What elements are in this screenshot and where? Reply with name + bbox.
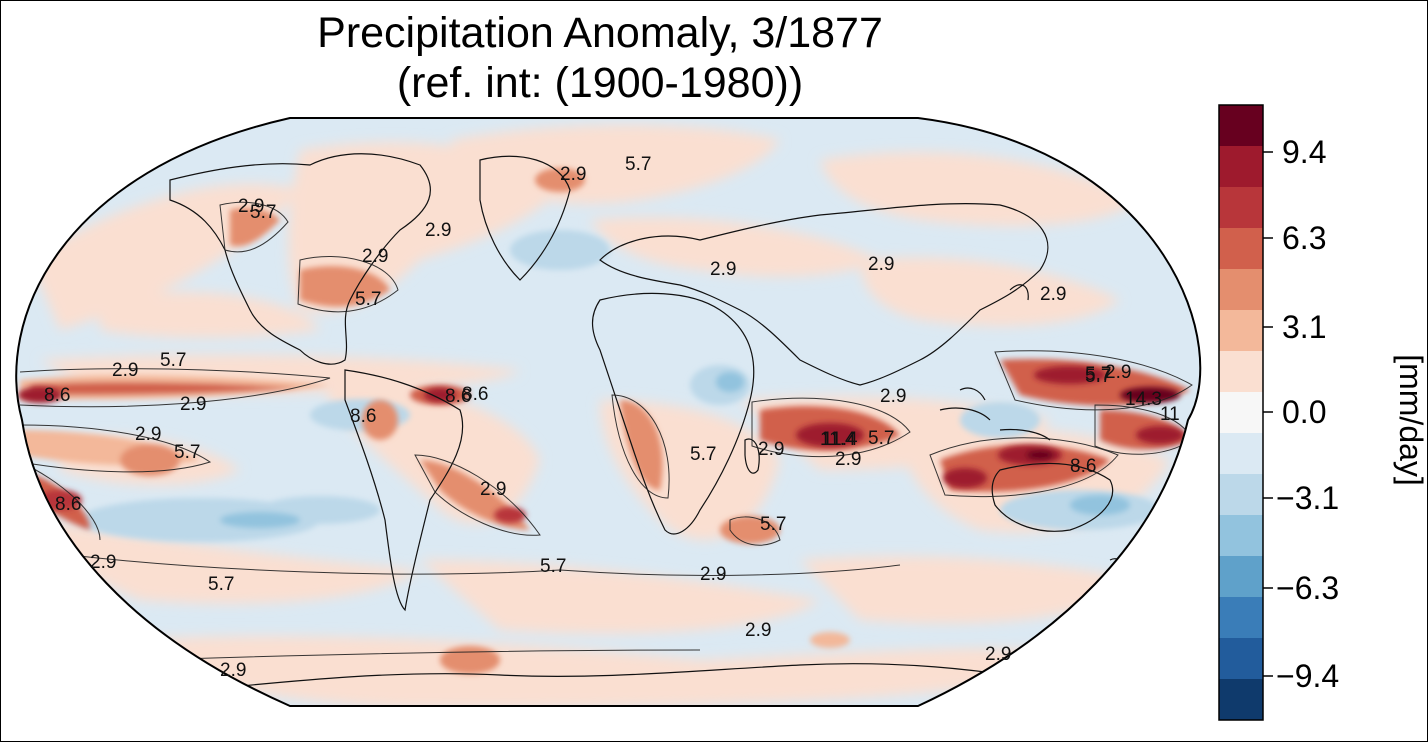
colorbar-band: [1219, 433, 1263, 475]
colorbar-band: [1219, 474, 1263, 516]
contour-label: 2.9: [758, 439, 784, 460]
colorbar-tick-label: −3.1: [1276, 480, 1339, 516]
contour-label: 5.7: [1085, 366, 1111, 387]
contour-label: 2.9: [238, 196, 264, 217]
colorbar-band: [1219, 679, 1263, 721]
colorbar-tick-label: 3.1: [1282, 309, 1326, 345]
contour-label: 5.7: [760, 514, 786, 535]
contour-label: 5.7: [868, 428, 894, 449]
coastlines: [169, 153, 1125, 691]
colorbar-tick-label: 9.4: [1282, 134, 1326, 170]
colorbar-band: [1219, 146, 1263, 188]
colorbar-band: [1219, 105, 1263, 147]
positive-light-regions: [30, 125, 1170, 706]
contour-label: 2.9: [1105, 362, 1131, 383]
colorbar-band: [1219, 638, 1263, 680]
contour-label: 14.3: [1125, 389, 1162, 410]
colorbar-band: [1219, 597, 1263, 639]
contour-label: 8.6: [44, 385, 70, 406]
contour-labels: 2.95.72.95.72.92.9 5.72.98.62.95.78.68.68…: [44, 154, 1180, 681]
contour-label: 2.9: [362, 246, 388, 267]
contour-label: 8.6: [1070, 456, 1096, 477]
contour-label: 5.7: [160, 350, 186, 371]
contour-label: 11.4: [822, 429, 858, 450]
contour-lines: [19, 201, 1193, 661]
contour-label: 2.9: [868, 254, 894, 275]
contour-label: 2.9: [425, 220, 451, 241]
colorbar-tick-label: 6.3: [1282, 220, 1326, 256]
colorbar-band: [1219, 515, 1263, 557]
contour-label: 11: [1160, 404, 1180, 425]
contour-label: 2.9: [985, 644, 1011, 665]
colorbar-band: [1219, 269, 1263, 311]
contour-label: 2.9: [700, 564, 726, 585]
contour-label: 5.7: [208, 574, 234, 595]
colorbar-band: [1219, 187, 1263, 229]
colorbar-ticks: 9.4 6.3 3.1 0.0 −3.1 −6.3 −9.4: [1263, 134, 1339, 694]
contour-label: 5.7: [1085, 364, 1111, 385]
colorbar-unit-label: [mm/day]: [1393, 354, 1428, 486]
colorbar-bands: [1219, 105, 1263, 721]
contour-label: 11.4: [820, 429, 856, 450]
map-title: Precipitation Anomaly, 3/1877 (ref. int:…: [0, 8, 1200, 108]
colorbar-tick-label: −6.3: [1276, 570, 1339, 606]
contour-label: 2.9: [135, 424, 161, 445]
colorbar-band: [1219, 351, 1263, 393]
negative-mid-regions: [220, 372, 1130, 528]
contour-label: 8.6: [350, 406, 376, 427]
contour-label: 2.9: [710, 259, 736, 280]
map-field: [16, 118, 1201, 706]
contour-label: 5.7: [250, 202, 276, 223]
contour-label: 2.9: [220, 660, 246, 681]
title-line-2: (ref. int: (1900-1980)): [396, 59, 804, 107]
contour-label: 2.9: [480, 479, 506, 500]
contour-label: 2.9: [180, 394, 206, 415]
colorbar-tick-label: 0.0: [1282, 394, 1326, 430]
contour-label: 2.9: [560, 164, 586, 185]
contour-label: 5.7: [355, 289, 381, 310]
contour-label: 2.9: [90, 552, 116, 573]
colorbar-band: [1219, 556, 1263, 598]
contour-label: 2.9: [112, 360, 138, 381]
colorbar-band: [1219, 228, 1263, 270]
colorbar-tick-label: −9.4: [1276, 658, 1339, 694]
title-line-1: Precipitation Anomaly, 3/1877: [317, 9, 883, 57]
contour-label: 5.7: [174, 442, 200, 463]
contour-label: 8.6: [462, 384, 488, 405]
contour-label: 5.7: [540, 556, 566, 577]
contour-label: 2.9: [745, 620, 771, 641]
colorbar-band: [1219, 392, 1263, 434]
colorbar-band: [1219, 310, 1263, 352]
contour-label: 2.9: [1040, 284, 1066, 305]
contour-label: 8.6: [55, 494, 81, 515]
globe-outline: [15, 117, 1202, 707]
contour-label: 5.7: [690, 444, 716, 465]
contour-label: 2.9: [835, 449, 861, 470]
contour-label: 2.9: [880, 386, 906, 407]
contour-label: 8.6: [445, 386, 471, 407]
contour-label: 5.7: [625, 154, 651, 175]
